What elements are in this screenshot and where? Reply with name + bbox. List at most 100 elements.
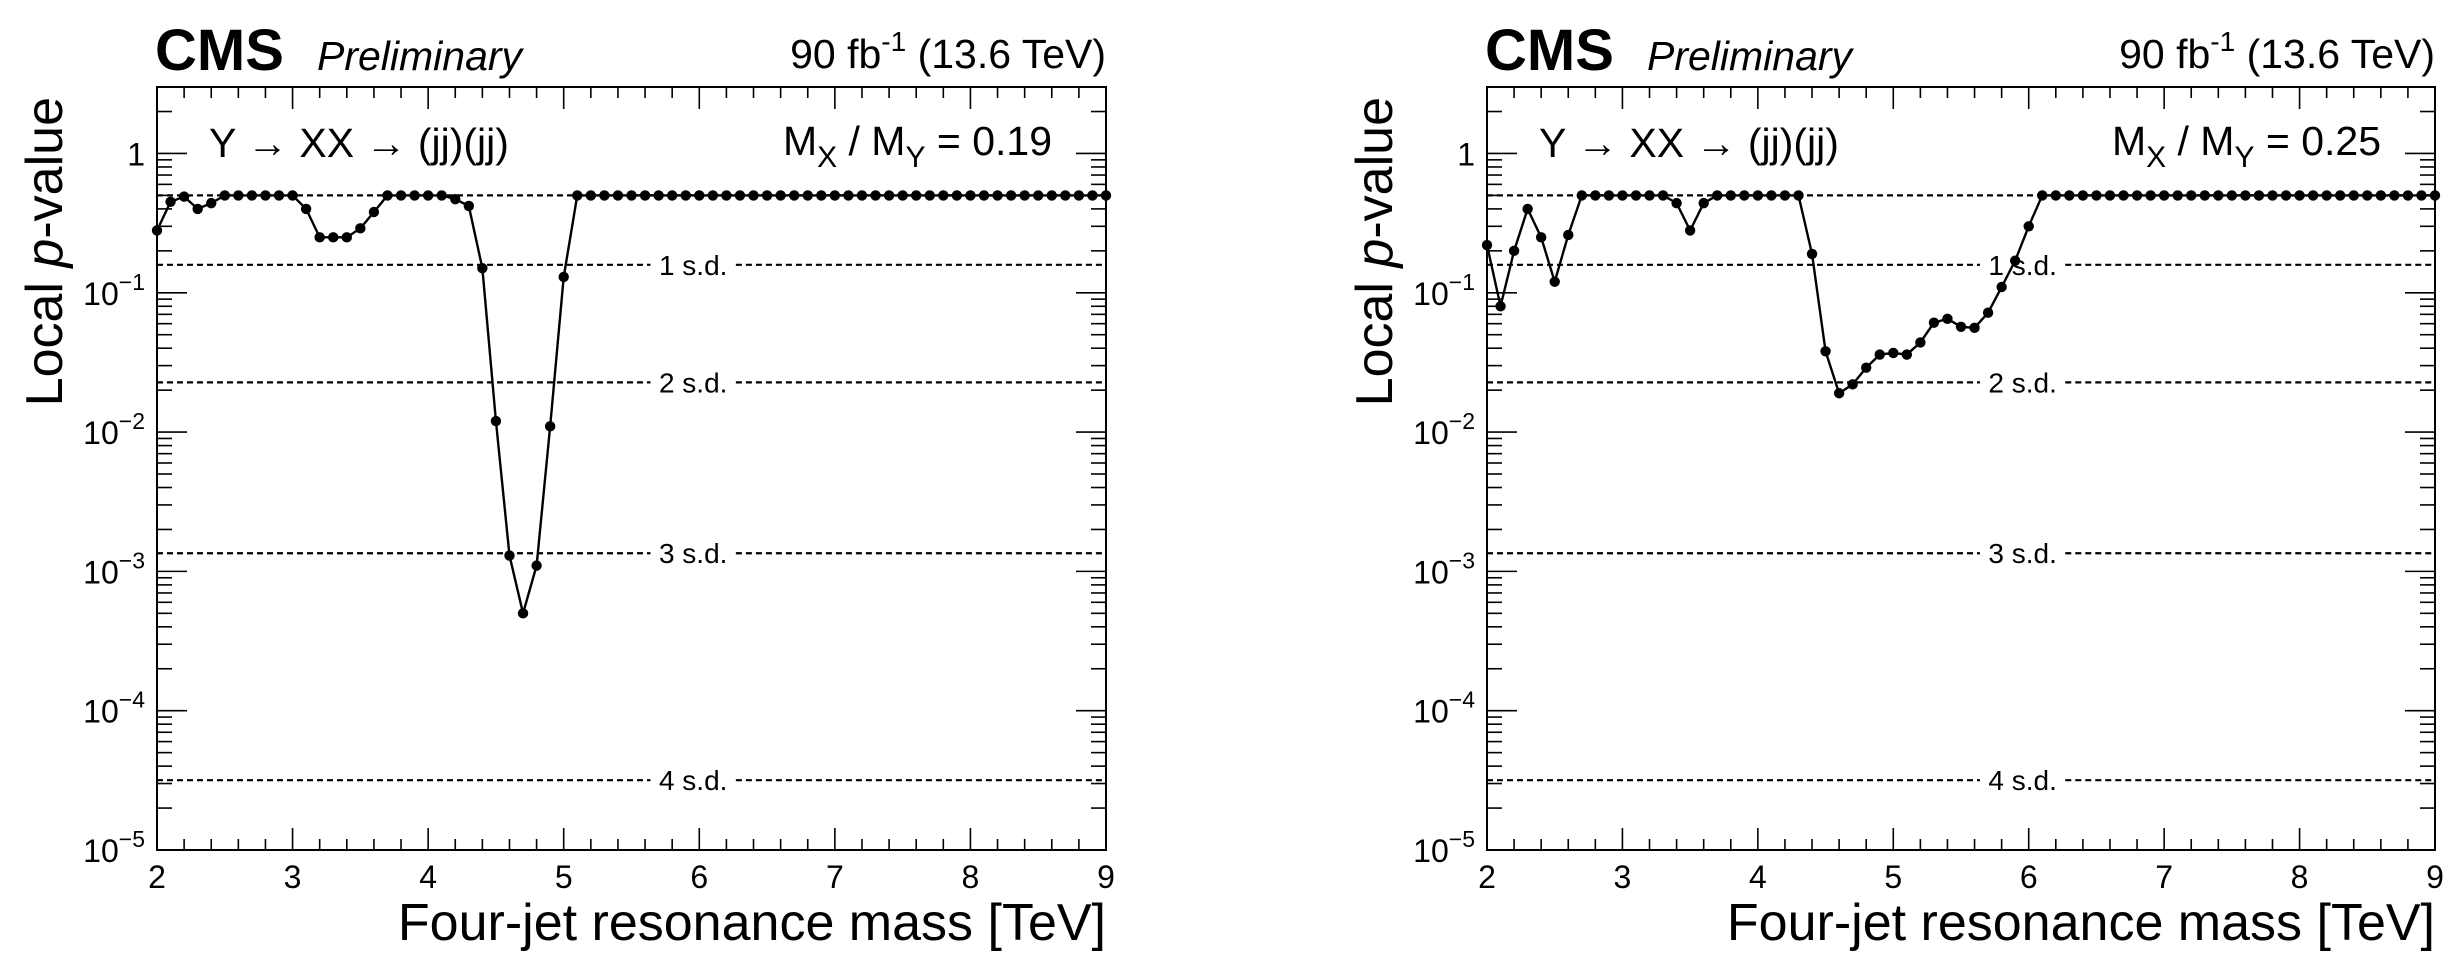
y-axis-title: Local p-value	[16, 97, 74, 406]
data-point	[1739, 190, 1750, 201]
data-point	[1657, 190, 1669, 201]
data-point	[572, 190, 583, 201]
data-point	[1684, 225, 1696, 236]
data-point	[314, 232, 325, 243]
data-point	[1752, 190, 1764, 201]
data-point	[2104, 190, 2116, 201]
y-tick-base: 10	[1413, 554, 1449, 590]
y-tick-base: 10	[83, 415, 119, 451]
data-point	[2199, 190, 2210, 201]
x-tick-label: 7	[2155, 859, 2173, 895]
y-tick-base: 10	[1413, 833, 1449, 869]
data-point	[504, 550, 515, 561]
data-point	[2335, 190, 2346, 201]
y-tick-exponent: −2	[1449, 408, 1475, 434]
experiment-label: CMS	[1485, 18, 1614, 83]
data-point	[1073, 190, 1085, 201]
y-tick-label: 10−2	[1413, 408, 1475, 451]
y-tick-base: 1	[127, 136, 145, 172]
data-point	[1996, 281, 2007, 293]
data-point	[2226, 190, 2238, 201]
data-point	[721, 190, 732, 201]
mass-ratio-label: MX / MY = 0.25	[2112, 118, 2381, 174]
x-tick-label: 5	[1884, 859, 1902, 895]
y-tick-base: 1	[1457, 136, 1475, 172]
data-point	[2186, 190, 2197, 201]
plot-frame	[1486, 86, 2436, 851]
y-tick-label: 10−5	[1413, 826, 1475, 869]
data-point	[2253, 190, 2265, 201]
data-point	[707, 190, 719, 201]
y-axis-title: Local p-value	[1346, 97, 1404, 406]
data-point	[775, 190, 786, 201]
x-tick-label: 3	[284, 859, 302, 895]
y-tick-exponent: −1	[119, 269, 145, 295]
data-point	[734, 190, 746, 201]
x-tick-label: 4	[419, 859, 437, 895]
data-point	[680, 190, 691, 201]
data-point	[382, 190, 393, 201]
process-label: Y → XX → (jj)(jj)	[1539, 120, 1839, 166]
data-point	[829, 190, 841, 201]
data-point	[748, 190, 759, 201]
y-tick-label: 10−5	[83, 826, 145, 869]
data-point	[395, 190, 407, 201]
data-point	[911, 190, 922, 201]
data-point	[233, 190, 244, 201]
data-point	[2375, 190, 2387, 201]
mass-subscript-x: X	[2146, 141, 2166, 174]
lumi-label: 90 fb-1 (13.6 TeV)	[790, 26, 1106, 77]
y-tick-exponent: −4	[1449, 687, 1475, 713]
data-point	[2009, 255, 2021, 266]
lumi-prefix: 90 fb	[2119, 31, 2210, 77]
data-point	[992, 190, 1003, 201]
series-line	[155, 194, 1106, 619]
data-point	[287, 190, 298, 201]
y-tick-label: 1	[1457, 136, 1475, 172]
data-point	[2172, 190, 2183, 201]
data-point	[1603, 190, 1615, 201]
data-point	[477, 263, 488, 274]
data-point	[450, 193, 461, 205]
data-point	[1060, 190, 1071, 201]
data-point	[2416, 190, 2427, 201]
x-tick-label: 9	[2426, 859, 2444, 895]
data-point	[2077, 190, 2089, 201]
data-point	[2280, 190, 2292, 201]
data-point	[897, 190, 908, 201]
data-point	[870, 190, 881, 201]
data-point	[2402, 190, 2414, 201]
status-label: Preliminary	[1647, 33, 1855, 79]
data-point	[1535, 232, 1547, 243]
data-point	[761, 190, 773, 201]
mass-symbol: M	[783, 118, 817, 164]
data-point	[2348, 190, 2359, 201]
x-tick-label: 6	[2020, 859, 2038, 895]
data-point	[1888, 347, 1899, 359]
y-tick-exponent: −2	[119, 408, 145, 434]
reference-line-label: 1 s.d.	[659, 250, 727, 281]
data-point	[1019, 190, 1030, 201]
data-point	[341, 232, 352, 243]
y-tick-label: 10−3	[1413, 547, 1475, 590]
y-tick-label: 10−1	[1413, 269, 1475, 312]
data-point	[1725, 190, 1736, 201]
y-tick-label: 10−3	[83, 547, 145, 590]
reference-line-label: 2 s.d.	[659, 367, 727, 398]
data-point	[612, 190, 624, 201]
data-point	[938, 190, 949, 201]
series-line	[1485, 194, 2435, 396]
data-point	[1522, 203, 1533, 215]
data-point	[2023, 221, 2034, 232]
lumi-suffix: (13.6 TeV)	[2235, 31, 2435, 77]
data-point	[1955, 321, 1967, 332]
data-point	[1617, 190, 1628, 201]
x-tick-label: 2	[1478, 859, 1496, 895]
data-point	[843, 190, 854, 201]
y-title-italic: p	[1346, 239, 1404, 270]
data-point	[1698, 197, 1709, 209]
data-point	[1766, 190, 1777, 201]
y-tick-label: 10−4	[1413, 687, 1475, 730]
